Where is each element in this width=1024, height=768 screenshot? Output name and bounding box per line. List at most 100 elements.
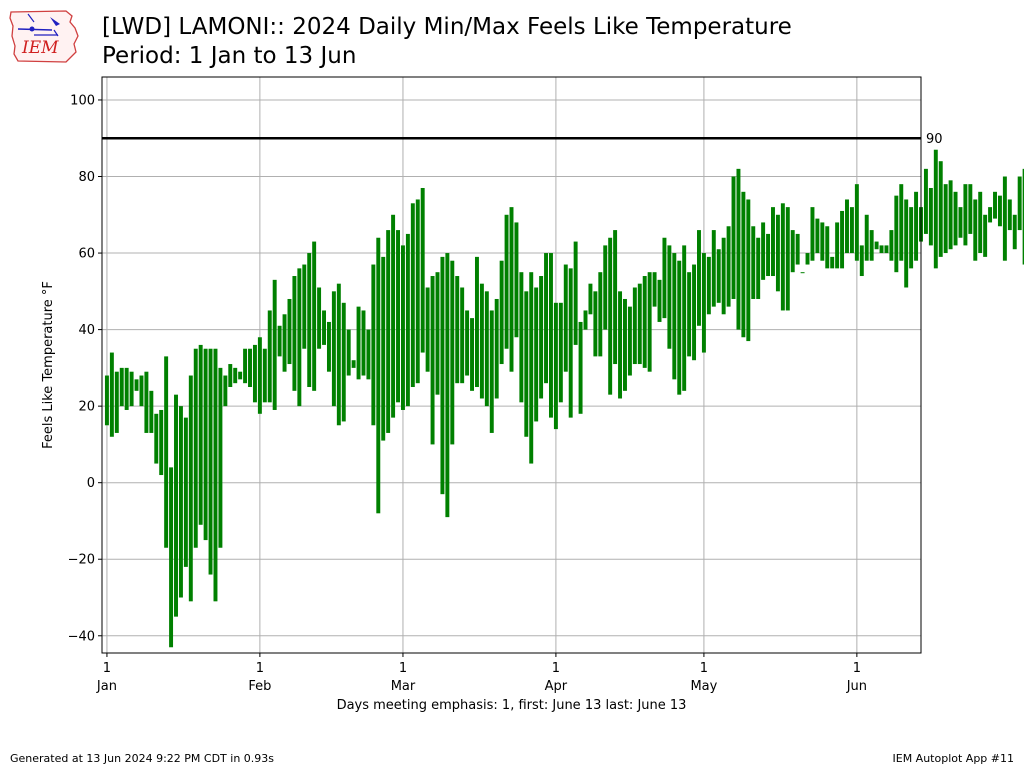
range-bar: [632, 287, 637, 365]
x-tick-day: 1: [700, 661, 708, 676]
range-bar: [672, 253, 677, 380]
range-bar: [287, 298, 292, 365]
range-bar: [603, 245, 608, 330]
range-bar: [598, 272, 603, 357]
range-bar: [731, 176, 736, 299]
range-bar: [460, 287, 465, 384]
plot-frame: [101, 76, 922, 654]
range-bar: [904, 199, 909, 288]
range-bar: [766, 233, 771, 277]
range-bar: [346, 329, 351, 376]
x-tick-month: Jun: [846, 679, 867, 694]
threshold-label: 90: [926, 132, 943, 147]
range-bar: [859, 245, 864, 277]
range-bar: [973, 199, 978, 261]
range-bar: [751, 226, 756, 299]
range-bar: [637, 283, 642, 365]
y-tick-label: −20: [68, 553, 95, 568]
range-bar: [282, 314, 287, 372]
y-tick-label: 100: [70, 93, 95, 108]
gridlines: [102, 77, 921, 653]
range-bar: [568, 268, 573, 418]
range-bar: [884, 245, 889, 254]
range-bar: [425, 287, 430, 372]
range-bar: [894, 195, 899, 273]
range-bar: [361, 310, 366, 376]
range-bar: [484, 291, 489, 407]
range-bar: [396, 230, 400, 403]
range-bar: [820, 222, 825, 261]
range-bar: [410, 203, 415, 388]
range-bar: [608, 237, 613, 395]
range-bar: [223, 375, 228, 407]
range-bar: [544, 253, 549, 384]
range-bar: [953, 191, 958, 246]
range-bar: [494, 298, 499, 399]
range-bar: [578, 321, 583, 414]
range-bar: [331, 291, 336, 407]
range-bar: [341, 302, 346, 422]
range-bar: [430, 276, 435, 445]
range-bar: [933, 149, 938, 269]
range-bar: [366, 329, 371, 380]
range-bar: [845, 199, 849, 254]
range-bar: [993, 191, 997, 219]
range-bar: [923, 168, 928, 234]
range-bar: [840, 210, 845, 269]
range-bar: [830, 256, 835, 269]
range-bar: [854, 184, 859, 261]
range-bar: [400, 245, 405, 410]
chart-subtitle: Period: 1 Jan to 13 Jun: [102, 43, 357, 69]
range-bar: [317, 287, 322, 349]
range-bar: [356, 306, 361, 380]
range-bar: [1002, 176, 1007, 261]
range-bar: [938, 161, 943, 257]
range-bar: [1012, 214, 1017, 250]
range-bar: [114, 371, 119, 433]
range-bar: [174, 394, 178, 617]
x-tick-day: 1: [256, 661, 264, 676]
range-bar: [297, 268, 302, 407]
range-bar: [243, 348, 248, 384]
range-bar: [682, 245, 687, 391]
range-bar: [914, 191, 919, 261]
range-bar: [687, 272, 692, 357]
range-bar: [662, 237, 667, 319]
range-bar: [701, 253, 706, 353]
range-bar: [386, 230, 391, 433]
range-bar: [499, 260, 504, 365]
x-axis-label: Days meeting emphasis: 1, first: June 13…: [337, 698, 687, 713]
range-bar: [529, 272, 534, 464]
range-bar: [248, 348, 252, 388]
range-bar: [144, 371, 149, 433]
range-bar: [652, 272, 657, 307]
range-bar: [539, 276, 544, 399]
range-bar: [618, 291, 623, 399]
range-bar: [756, 237, 761, 299]
x-tick-day: 1: [552, 661, 560, 676]
range-bar: [711, 230, 716, 307]
range-bar: [445, 253, 450, 518]
range-bar: [272, 279, 277, 410]
range-bar: [573, 241, 578, 345]
range-bar: [124, 367, 129, 410]
range-bar: [593, 291, 598, 357]
range-bar: [997, 195, 1002, 227]
range-bar: [968, 184, 973, 234]
range-bar: [381, 256, 386, 441]
range-bar: [978, 191, 983, 254]
range-bar: [583, 310, 588, 330]
range-bar: [178, 406, 183, 598]
range-bar: [963, 184, 968, 246]
range-bar: [188, 375, 193, 602]
range-bar: [849, 207, 854, 254]
logo-text: IEM: [22, 38, 59, 58]
range-bar: [509, 207, 514, 372]
range-bar: [391, 214, 396, 418]
y-tick-label: 60: [78, 247, 95, 262]
range-bar: [479, 283, 484, 399]
range-bar: [677, 260, 682, 395]
range-bar: [435, 272, 440, 395]
range-bar: [825, 226, 830, 269]
